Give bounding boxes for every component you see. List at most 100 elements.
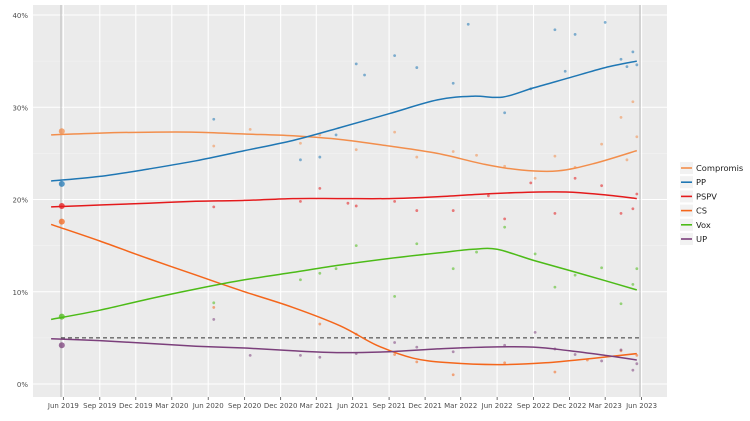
pp-poll-point xyxy=(635,63,639,67)
vox-trend-line xyxy=(50,247,638,321)
vox-poll-point xyxy=(451,267,455,271)
up-poll-point xyxy=(212,318,216,321)
vox-poll-point xyxy=(354,244,358,248)
vox-poll-point xyxy=(475,250,478,254)
up-poll-point xyxy=(631,368,635,372)
vox-poll-point xyxy=(600,266,604,270)
x-tick-label: Sep 2022 xyxy=(517,402,550,410)
x-tick-label: Mar 2022 xyxy=(444,402,477,410)
up-poll-point xyxy=(573,353,577,356)
compromis-poll-point xyxy=(299,141,302,145)
vox-poll-point xyxy=(334,267,338,271)
vox-poll-point xyxy=(393,294,397,298)
x-tick-label: Dec 2021 xyxy=(408,402,442,410)
x-tick-label: Sep 2019 xyxy=(83,402,116,410)
y-tick-label: 30% xyxy=(12,104,28,112)
vox-poll-point xyxy=(533,252,537,256)
up-poll-point xyxy=(393,341,397,344)
pp-poll-point xyxy=(363,73,366,77)
pp-legend-label: PP xyxy=(696,177,706,187)
pspv-poll-point xyxy=(503,217,507,221)
compromis-poll-point xyxy=(533,176,537,180)
compromis-poll-point xyxy=(553,154,557,158)
cs-trend-line xyxy=(50,223,637,366)
y-tick-label: 0% xyxy=(17,381,28,389)
vox-poll-point xyxy=(318,271,322,275)
compromis-poll-point xyxy=(503,164,507,168)
x-tick-label: Jun 2021 xyxy=(336,402,368,410)
pspv-poll-point xyxy=(346,201,350,205)
pspv-trend-line xyxy=(51,191,637,208)
pp-poll-point xyxy=(563,69,567,73)
pp-poll-point xyxy=(212,117,216,121)
pspv-poll-point xyxy=(393,199,397,203)
x-tick-label: Jun 2020 xyxy=(192,402,224,410)
vox-poll-point xyxy=(619,302,623,306)
vox-poll-point xyxy=(415,242,419,246)
compromis-poll-point xyxy=(451,150,455,153)
x-tick-label: Jun 2019 xyxy=(47,402,79,410)
cs-legend-label: CS xyxy=(696,206,707,216)
pp-poll-point xyxy=(553,28,557,32)
cs-poll-point xyxy=(451,373,455,377)
x-tick-label: Dec 2019 xyxy=(119,402,153,410)
pspv-poll-point xyxy=(318,187,322,190)
up-poll-point xyxy=(503,343,507,347)
pp-trend-line xyxy=(51,60,637,182)
compromis-poll-point xyxy=(58,128,65,135)
pspv-poll-point xyxy=(635,192,639,196)
plot-panel xyxy=(33,5,667,397)
compromis-legend-label: Compromis xyxy=(696,163,743,173)
pp-poll-point xyxy=(354,62,358,66)
up-trend-line xyxy=(51,338,637,361)
pp-poll-point xyxy=(393,54,397,57)
trend-lines-layer xyxy=(50,60,638,366)
up-poll-point xyxy=(635,362,639,366)
vox-poll-point xyxy=(573,273,577,277)
pp-poll-point xyxy=(625,65,629,69)
pspv-poll-point xyxy=(573,176,577,180)
vox-poll-point xyxy=(299,278,302,282)
up-poll-point xyxy=(619,348,623,352)
up-poll-point xyxy=(58,342,65,349)
up-poll-point xyxy=(533,330,537,334)
cs-poll-point xyxy=(503,361,507,365)
up-poll-point xyxy=(318,355,322,359)
up-legend-label: UP xyxy=(696,234,707,244)
pp-poll-point xyxy=(631,50,635,54)
cs-poll-point xyxy=(553,370,557,374)
up-poll-point xyxy=(248,354,252,357)
pp-poll-point xyxy=(573,32,577,36)
pspv-poll-point xyxy=(415,209,419,212)
cs-poll-point xyxy=(635,354,639,357)
x-tick-label: Mar 2023 xyxy=(589,402,622,410)
vox-poll-point xyxy=(503,225,507,229)
cs-poll-point xyxy=(393,353,397,356)
compromis-poll-point xyxy=(212,144,216,148)
x-tick-label: Dec 2022 xyxy=(553,402,587,410)
pspv-poll-point xyxy=(600,184,604,188)
pp-poll-point xyxy=(603,20,607,24)
x-tick-label: Sep 2020 xyxy=(228,402,261,410)
x-tick-label: Mar 2020 xyxy=(155,402,188,410)
pp-poll-point xyxy=(415,66,419,69)
x-tick-label: Jun 2023 xyxy=(625,402,657,410)
vox-poll-point xyxy=(635,267,639,271)
compromis-poll-point xyxy=(635,135,639,139)
compromis-trend-line xyxy=(51,131,638,173)
cs-poll-point xyxy=(212,306,216,309)
pspv-legend-label: PSPV xyxy=(696,191,717,201)
pspv-poll-point xyxy=(619,211,623,215)
y-tick-label: 10% xyxy=(12,289,28,297)
vox-poll-point xyxy=(631,282,635,286)
compromis-poll-point xyxy=(248,127,252,131)
x-tick-label: Dec 2020 xyxy=(264,402,298,410)
vox-legend-label: Vox xyxy=(696,220,711,230)
pspv-poll-point xyxy=(299,199,302,203)
pspv-poll-point xyxy=(451,209,455,212)
pspv-poll-point xyxy=(487,194,490,198)
compromis-poll-point xyxy=(415,155,419,159)
pp-poll-point xyxy=(619,57,623,61)
compromis-poll-point xyxy=(600,142,604,146)
